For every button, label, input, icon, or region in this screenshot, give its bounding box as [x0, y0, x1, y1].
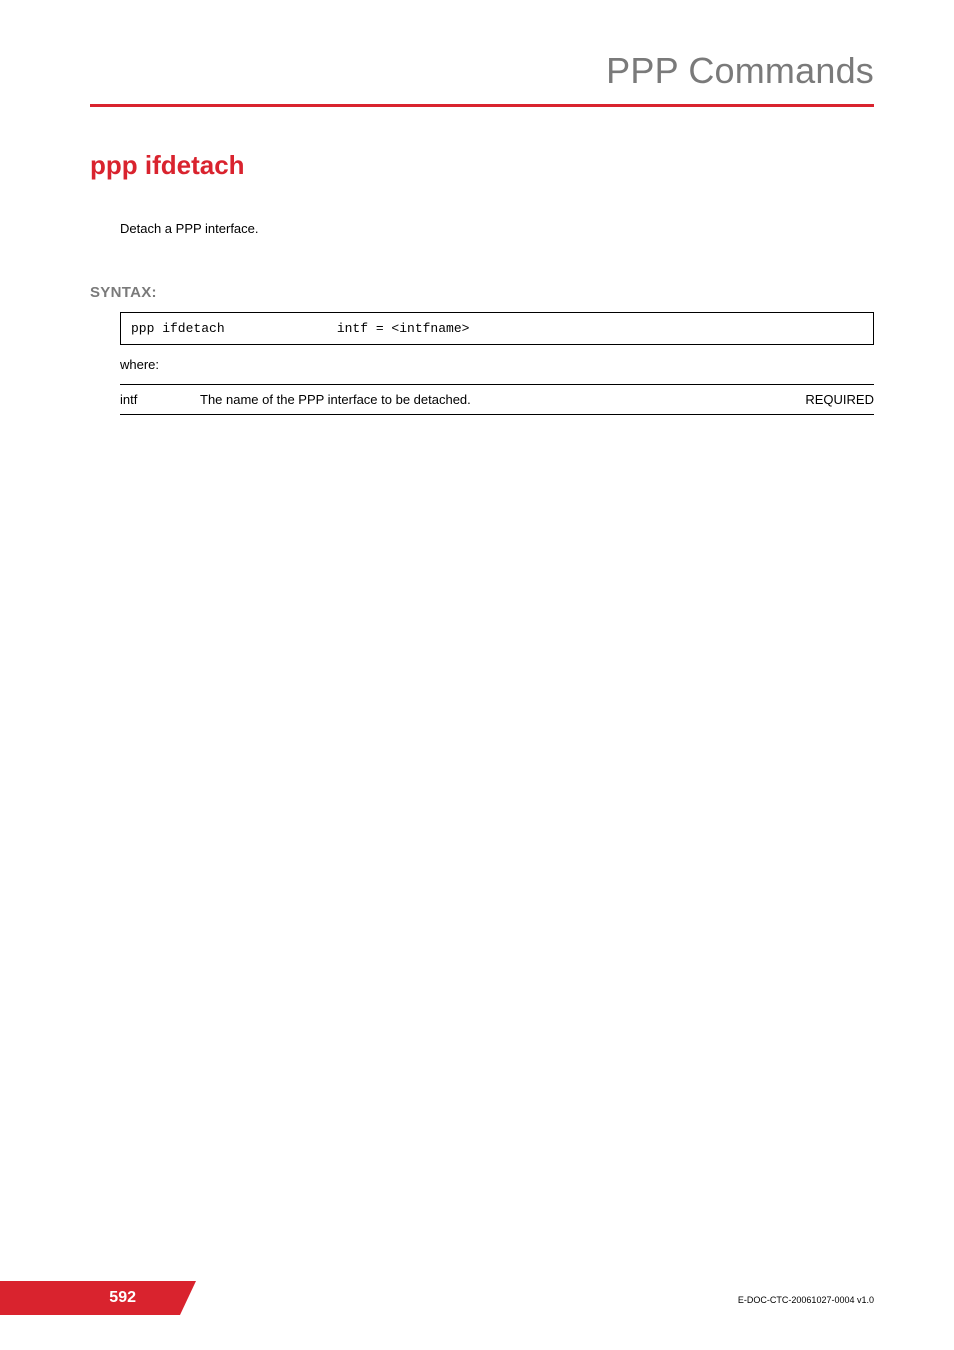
table-row: intf The name of the PPP interface to be…	[120, 385, 874, 415]
document-id: E-DOC-CTC-20061027-0004 v1.0	[738, 1295, 874, 1305]
params-table: intf The name of the PPP interface to be…	[120, 384, 874, 415]
where-label: where:	[120, 357, 159, 372]
param-name: intf	[120, 385, 200, 415]
syntax-box: ppp ifdetach intf = <intfname>	[120, 312, 874, 345]
command-description: Detach a PPP interface.	[120, 221, 259, 236]
param-required: REQUIRED	[774, 385, 874, 415]
param-desc: The name of the PPP interface to be deta…	[200, 385, 774, 415]
command-title: ppp ifdetach	[90, 150, 245, 181]
syntax-argument: intf = <intfname>	[337, 321, 470, 336]
page-header-title: PPP Commands	[90, 50, 874, 92]
header-rule	[90, 104, 874, 107]
syntax-command: ppp ifdetach	[131, 321, 329, 336]
page-number: 592	[0, 1281, 180, 1315]
page-header: PPP Commands	[90, 50, 874, 92]
syntax-label: SYNTAX:	[90, 284, 157, 301]
